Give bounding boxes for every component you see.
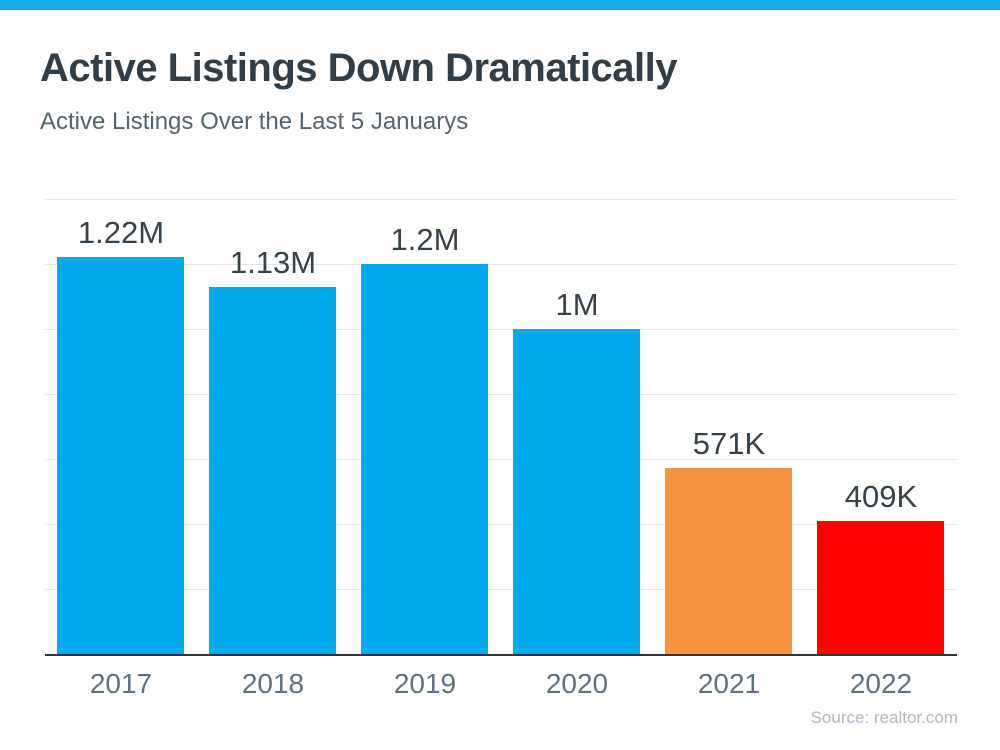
bar-slot-2017: 1.22M [45, 199, 197, 654]
source-attribution: Source: realtor.com [810, 708, 958, 727]
x-tick-2021: 2021 [697, 668, 761, 699]
bar-slot-2019: 1.2M [349, 199, 501, 654]
top-accent-bar [0, 0, 1000, 10]
chart-subtitle: Active Listings Over the Last 5 Januarys [40, 108, 469, 135]
gridline [45, 264, 957, 265]
gridline [45, 329, 957, 330]
x-tick-2022: 2022 [849, 668, 913, 699]
bar-2020 [513, 329, 640, 654]
gridline [45, 459, 957, 460]
x-tick-2018: 2018 [241, 668, 305, 699]
x-axis-labels: 2017 2018 2019 2020 2021 2022 [45, 668, 957, 700]
value-label-2019: 1.2M [390, 222, 460, 257]
gridline [45, 199, 957, 200]
bar-2018 [209, 287, 336, 654]
value-label-2022: 409K [844, 479, 918, 514]
x-tick-2020: 2020 [545, 668, 609, 699]
x-tick-2017: 2017 [89, 668, 153, 699]
x-tick-2019: 2019 [393, 668, 457, 699]
bar-slot-2022: 409K [805, 199, 957, 654]
bar-2022 [817, 521, 944, 654]
value-label-2020: 1M [555, 287, 599, 322]
bar-2019 [361, 264, 488, 654]
gridline [45, 394, 957, 395]
bar-slot-2021: 571K [653, 199, 805, 654]
bar-slot-2018: 1.13M [197, 199, 349, 654]
bar-2021 [665, 468, 792, 654]
bars-container: 1.22M 1.13M 1.2M 1M 571K 409K [45, 199, 957, 654]
plot-area: 1.22M 1.13M 1.2M 1M 571K 409K [45, 199, 957, 656]
bar-2017 [57, 257, 184, 654]
bar-slot-2020: 1M [501, 199, 653, 654]
gridline [45, 524, 957, 525]
gridline [45, 589, 957, 590]
value-label-2021: 571K [692, 426, 766, 461]
value-label-2017: 1.22M [77, 215, 165, 250]
chart-title: Active Listings Down Dramatically [40, 46, 678, 90]
value-label-2018: 1.13M [229, 245, 317, 280]
